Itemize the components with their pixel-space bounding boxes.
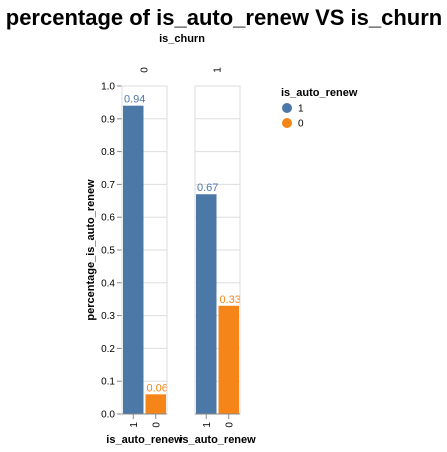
y-tick-label: 0.4 (101, 278, 115, 289)
y-tick-label: 0.8 (101, 147, 115, 158)
legend-swatch (282, 118, 292, 128)
bar-0-0 (145, 394, 166, 414)
facet-0: 0 0.94 1 0.06 0 is_auto_renew (106, 67, 183, 446)
facet-1: 1 0.67 1 0.33 0 is_auto_renew (179, 67, 256, 446)
legend-items: 10 (282, 103, 304, 130)
y-tick-label: 0.7 (101, 180, 115, 191)
x-axis-title: is_auto_renew (106, 434, 183, 446)
x-tick-label: 1 (202, 422, 213, 428)
bar-1-0 (218, 305, 239, 414)
legend-title: is_auto_renew (281, 87, 358, 99)
y-tick-label: 0.0 (101, 410, 115, 421)
y-tick-label: 0.5 (101, 246, 115, 257)
y-tick-label: 0.6 (101, 213, 115, 224)
bar-0-1 (123, 105, 144, 415)
bar-1-1 (196, 194, 217, 414)
facet-axis-title: is_churn (159, 33, 205, 45)
y-tick-label: 0.2 (101, 344, 115, 355)
legend-label: 0 (298, 119, 304, 130)
facets: 0 0.94 1 0.06 0 is_auto_renew 1 0.67 1 0.33 0 is_au… (106, 67, 256, 446)
facet-header-label: 0 (140, 67, 151, 73)
y-axis: 0.0 0.1 0.2 0.3 0.4 0.5 0.6 0.7 0.8 0.9 1.0 (101, 82, 123, 421)
x-tick-label: 1 (129, 422, 140, 428)
y-tick-label: 1.0 (101, 82, 115, 93)
x-tick-label: 0 (224, 422, 235, 428)
legend: is_auto_renew 10 (281, 87, 358, 130)
data-label: 0.06 (147, 382, 168, 394)
x-axis-title: is_auto_renew (179, 434, 256, 446)
legend-label: 1 (298, 104, 304, 115)
data-label: 0.33 (220, 294, 241, 306)
x-tick-label: 0 (151, 422, 162, 428)
data-label: 0.67 (197, 182, 218, 194)
chart-title: percentage of is_auto_renew VS is_churn (6, 5, 442, 30)
y-tick-label: 0.9 (101, 114, 115, 125)
y-tick-label: 0.3 (101, 311, 115, 322)
facet-header-label: 1 (213, 67, 224, 73)
y-tick-label: 0.1 (101, 377, 115, 388)
legend-swatch (282, 103, 292, 113)
data-label: 0.94 (124, 94, 145, 106)
y-axis-title: percentage_is_auto_renew (85, 179, 97, 321)
